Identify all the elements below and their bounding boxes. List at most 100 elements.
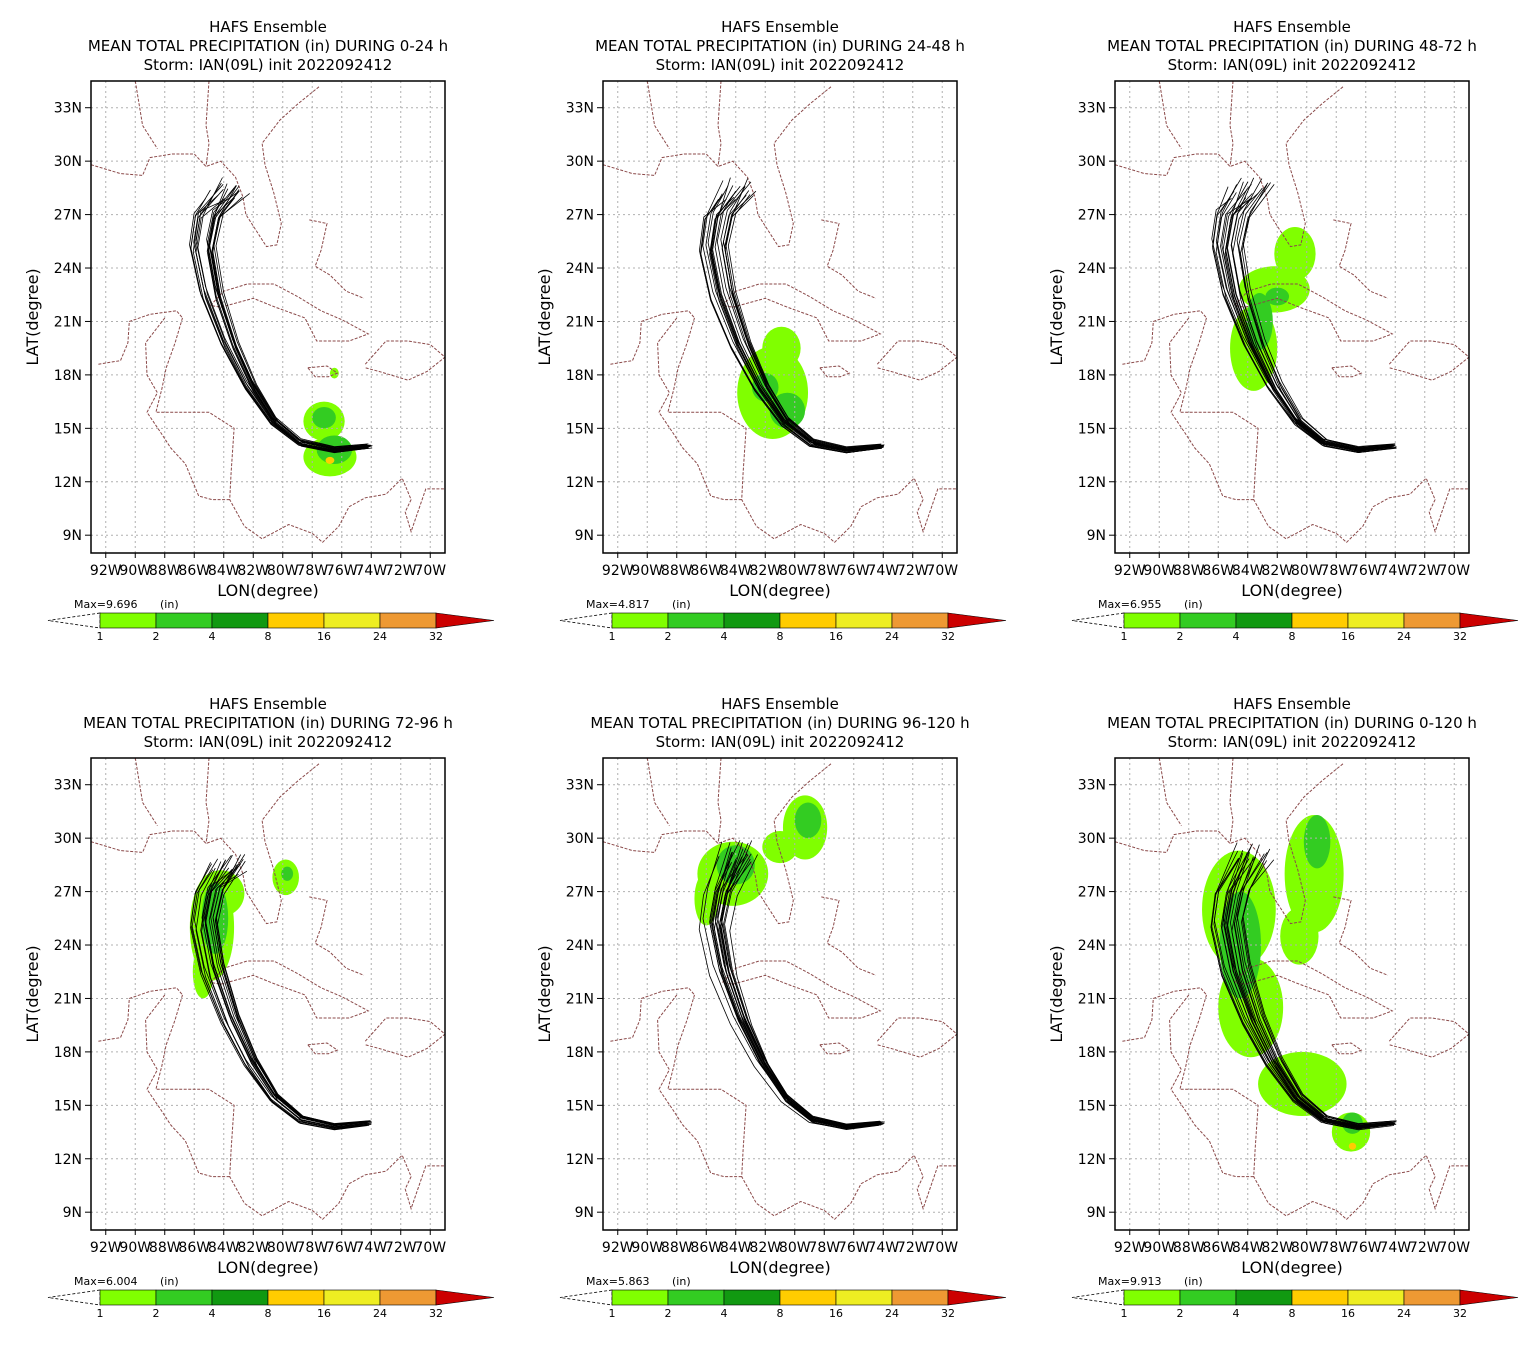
- colorbar-segment: [323, 1289, 381, 1306]
- y-tick-label: 30N: [566, 831, 594, 847]
- coastline: [610, 310, 695, 365]
- unit-label: (in): [1184, 1275, 1203, 1288]
- precip-region: [281, 866, 294, 881]
- y-tick-label: 24N: [54, 938, 82, 954]
- storm-track: [1242, 182, 1394, 449]
- x-tick-label: 86W: [690, 1240, 722, 1256]
- colorbar-segment: [667, 1289, 725, 1306]
- precip-region: [1303, 814, 1331, 869]
- colorbar-level-label: 1: [97, 630, 104, 643]
- x-axis-label: LON(degree): [217, 581, 318, 600]
- x-tick-label: 78W: [296, 1240, 328, 1256]
- x-tick-label: 74W: [1379, 563, 1411, 579]
- coastline: [210, 283, 370, 342]
- y-tick-label: 33N: [54, 778, 82, 794]
- plot-area: [1115, 81, 1469, 553]
- colorbar-upper-triangle: [947, 1289, 1007, 1306]
- colorbar-level-label: 2: [665, 630, 672, 643]
- panel-title-line3: Storm: IAN(09L) init 2022092412: [656, 56, 905, 74]
- storm-track: [1235, 844, 1396, 1127]
- precip-region: [762, 831, 798, 864]
- panel-title-line3: Storm: IAN(09L) init 2022092412: [656, 733, 905, 751]
- plot-area: [91, 758, 445, 1230]
- x-tick-label: 88W: [149, 563, 181, 579]
- x-tick-label: 70W: [926, 563, 958, 579]
- x-tick-label: 80W: [1291, 563, 1323, 579]
- x-tick-label: 82W: [749, 1240, 781, 1256]
- colorbar-level-label: 16: [1341, 1307, 1355, 1320]
- x-tick-label: 78W: [808, 1240, 840, 1256]
- x-tick-label: 70W: [1438, 1240, 1470, 1256]
- coastline: [91, 762, 320, 925]
- colorbar-level-label: 32: [1453, 1307, 1467, 1320]
- colorbar-level-label: 4: [209, 1307, 216, 1320]
- colorbar-segment: [379, 612, 437, 629]
- unit-label: (in): [672, 1275, 691, 1288]
- plot-frame: [602, 757, 958, 1231]
- storm-track: [208, 188, 371, 449]
- colorbar-level-label: 2: [1177, 630, 1184, 643]
- x-tick-label: 72W: [897, 1240, 929, 1256]
- y-tick-label: 21N: [1078, 314, 1106, 330]
- y-tick-label: 21N: [54, 991, 82, 1007]
- colorbar-level-label: 1: [609, 630, 616, 643]
- x-tick-label: 70W: [926, 1240, 958, 1256]
- colorbar-level-label: 24: [373, 630, 387, 643]
- y-tick-label: 21N: [1078, 991, 1106, 1007]
- y-tick-label: 33N: [1078, 778, 1106, 794]
- precip-region: [1274, 227, 1316, 281]
- y-tick-label: 18N: [54, 1045, 82, 1061]
- colorbar-segment: [1291, 1289, 1349, 1306]
- precip-region: [325, 456, 335, 464]
- panel-title-line2: MEAN TOTAL PRECIPITATION (in) DURING 24-…: [595, 37, 965, 55]
- x-tick-label: 80W: [779, 563, 811, 579]
- storm-track: [720, 861, 883, 1129]
- panel-title-line3: Storm: IAN(09L) init 2022092412: [1168, 56, 1417, 74]
- y-tick-label: 15N: [566, 421, 594, 437]
- coastline: [722, 960, 882, 1019]
- colorbar-segment: [1123, 1289, 1181, 1306]
- colorbar-segment: [723, 612, 781, 629]
- x-tick-label: 90W: [119, 563, 151, 579]
- colorbar-segment: [1291, 612, 1349, 629]
- panel-title-line1: HAFS Ensemble: [209, 695, 327, 713]
- storm-track: [724, 178, 881, 452]
- storm-track: [720, 181, 882, 448]
- coastline: [717, 81, 722, 167]
- colorbar-segment: [323, 612, 381, 629]
- storm-track: [212, 197, 369, 452]
- x-tick-label: 88W: [661, 1240, 693, 1256]
- coastline: [819, 365, 851, 378]
- plot-area: [1115, 758, 1469, 1230]
- colorbar-segment: [99, 1289, 157, 1306]
- panel-title-line2: MEAN TOTAL PRECIPITATION (in) DURING 48-…: [1107, 37, 1477, 55]
- y-tick-label: 15N: [566, 1098, 594, 1114]
- coastline: [876, 1017, 957, 1058]
- colorbar-level-label: 32: [941, 1307, 955, 1320]
- colorbar-segment: [611, 1289, 669, 1306]
- colorbar-level-label: 8: [265, 1307, 272, 1320]
- x-tick-label: 84W: [1232, 1240, 1264, 1256]
- y-tick-label: 30N: [54, 831, 82, 847]
- y-tick-label: 12N: [566, 1152, 594, 1168]
- storm-track: [211, 196, 370, 453]
- coastline: [309, 896, 365, 976]
- coastline: [1234, 283, 1394, 342]
- storm-track: [193, 858, 371, 1126]
- colorbar-level-label: 16: [1341, 630, 1355, 643]
- y-tick-label: 24N: [1078, 261, 1106, 277]
- x-tick-label: 90W: [631, 563, 663, 579]
- x-tick-label: 88W: [661, 563, 693, 579]
- colorbar-segment: [1235, 1289, 1293, 1306]
- y-tick-label: 24N: [566, 261, 594, 277]
- x-tick-label: 78W: [1320, 563, 1352, 579]
- x-tick-label: 72W: [385, 563, 417, 579]
- colorbar-level-label: 4: [721, 630, 728, 643]
- panel-title-line2: MEAN TOTAL PRECIPITATION (in) DURING 96-…: [590, 714, 969, 732]
- y-tick-label: 30N: [54, 154, 82, 170]
- colorbar-level-label: 24: [885, 630, 899, 643]
- y-tick-label: 12N: [566, 475, 594, 491]
